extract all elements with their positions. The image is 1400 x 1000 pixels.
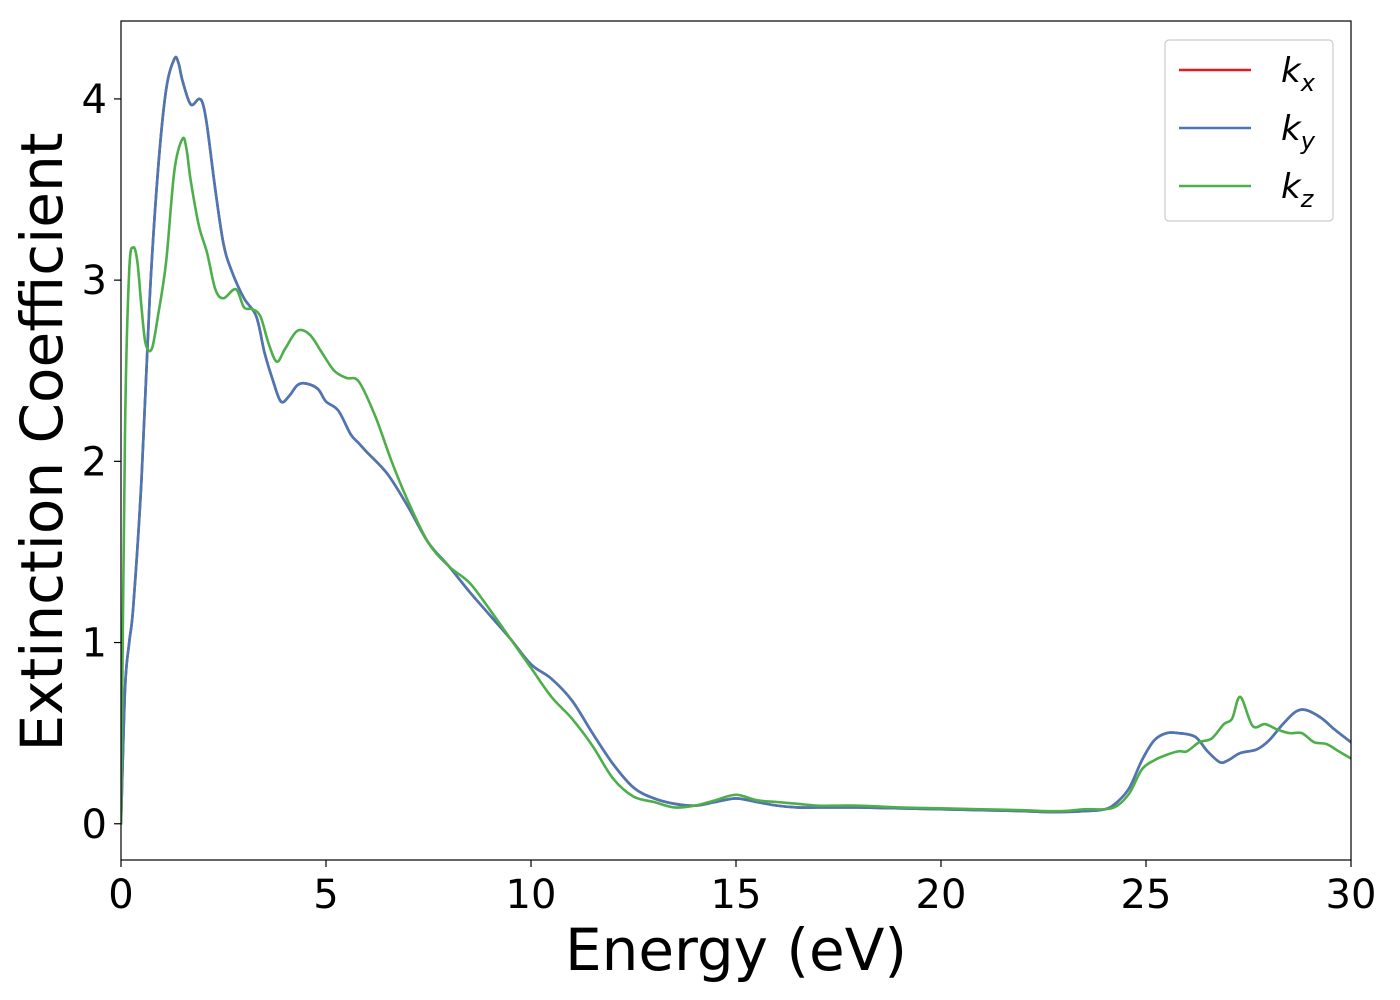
legend: kx ky kz (1164, 39, 1334, 222)
y-tick-label: 3 (82, 258, 107, 304)
x-tick-label: 10 (506, 872, 557, 918)
x-tick-label: 20 (916, 872, 967, 918)
series-line-k-z (121, 136, 1351, 826)
legend-box (1164, 39, 1334, 222)
x-axis-title: Energy (eV) (565, 916, 907, 984)
y-tick-label: 1 (82, 621, 107, 667)
y-axis: 0 1 2 3 4 (82, 77, 121, 848)
x-tick-label: 30 (1326, 872, 1377, 918)
legend-label-k-z: kz (1281, 167, 1315, 213)
y-axis-title: Extinction Coefficient (8, 133, 76, 752)
y-tick-label: 4 (82, 77, 107, 123)
series-line-k-y (121, 55, 1351, 826)
y-tick-label: 2 (82, 439, 107, 485)
plot-area (121, 55, 1351, 826)
x-axis: 0 5 10 15 20 25 30 (108, 860, 1376, 918)
x-tick-label: 15 (711, 872, 762, 918)
x-tick-label: 0 (108, 872, 133, 918)
legend-label-k-x: kx (1281, 51, 1316, 97)
plot-frame (120, 20, 1352, 861)
x-tick-label: 25 (1121, 872, 1172, 918)
legend-label-k-y: ky (1281, 109, 1316, 155)
x-tick-label: 5 (313, 872, 338, 918)
y-tick-label: 0 (82, 802, 107, 848)
